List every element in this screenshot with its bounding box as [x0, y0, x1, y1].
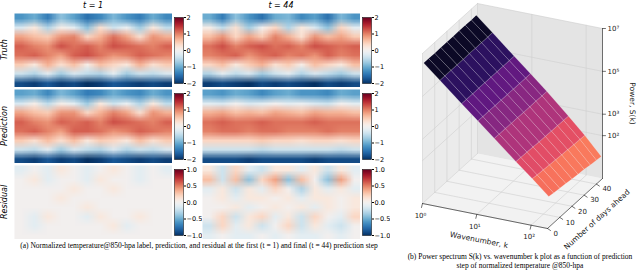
- svg-text:0.0: 0.0: [187, 199, 197, 207]
- svg-text:2: 2: [375, 90, 379, 98]
- svg-text:−2: −2: [375, 80, 385, 87]
- html-text:t = 1: t = 1: [83, 1, 103, 10]
- svg-text:2: 2: [375, 14, 379, 22]
- svg-text:0: 0: [375, 47, 379, 55]
- svg-text:−1: −1: [187, 63, 197, 71]
- svg-text:0: 0: [187, 47, 191, 55]
- svg-text:−1.0: −1.0: [375, 232, 391, 239]
- svg-text:10²: 10²: [523, 233, 535, 241]
- svg-text:−2: −2: [187, 156, 197, 163]
- html-text:(a) Normalized temperature@850: (a) Normalized temperature@850-hpa label…: [20, 241, 378, 250]
- svg-text:Wavenumber, k: Wavenumber, k: [449, 230, 509, 250]
- html-text:(b) Power spectrum S(k) vs. wa: (b) Power spectrum S(k) vs. wavenumber k…: [407, 252, 633, 270]
- svg-text:10⁰: 10⁰: [415, 212, 427, 220]
- svg-text:10³: 10³: [608, 110, 620, 118]
- svg-text:0: 0: [375, 123, 379, 131]
- svg-text:10: 10: [566, 219, 575, 227]
- svg-text:0: 0: [187, 123, 191, 131]
- svg-text:0: 0: [554, 230, 558, 238]
- html-text:Truth: Truth: [0, 39, 9, 61]
- svg-text:−1.0: −1.0: [187, 232, 203, 239]
- svg-text:−0.5: −0.5: [375, 215, 391, 223]
- svg-text:1.0: 1.0: [187, 166, 197, 174]
- svg-text:0.5: 0.5: [375, 182, 385, 190]
- svg-text:10⁷: 10⁷: [608, 25, 620, 33]
- html-text:Residual: Residual: [0, 184, 9, 220]
- svg-text:−1: −1: [187, 139, 197, 147]
- svg-text:−1: −1: [375, 63, 385, 71]
- svg-text:Number of days ahead: Number of days ahead: [562, 187, 632, 251]
- svg-text:30: 30: [590, 196, 599, 204]
- svg-text:10²: 10²: [608, 132, 620, 140]
- svg-text:0.5: 0.5: [187, 182, 197, 190]
- html-text:t = 44: t = 44: [268, 1, 294, 10]
- svg-text:−1: −1: [375, 139, 385, 147]
- svg-text:1.0: 1.0: [375, 166, 385, 174]
- svg-text:−2: −2: [187, 80, 197, 87]
- svg-text:1: 1: [375, 106, 379, 114]
- svg-text:40: 40: [602, 185, 611, 193]
- svg-text:1: 1: [375, 30, 379, 38]
- svg-text:0.0: 0.0: [375, 199, 385, 207]
- svg-text:2: 2: [187, 14, 191, 22]
- svg-text:1: 1: [187, 30, 191, 38]
- svg-text:1: 1: [187, 106, 191, 114]
- svg-text:10¹: 10¹: [469, 223, 481, 231]
- svg-text:10⁵: 10⁵: [608, 68, 620, 76]
- svg-text:−0.5: −0.5: [187, 215, 203, 223]
- svg-text:2: 2: [187, 90, 191, 98]
- svg-text:Power, S(k): Power, S(k): [628, 82, 637, 124]
- html-text:Prediction: Prediction: [0, 106, 9, 146]
- svg-text:20: 20: [578, 208, 587, 216]
- svg-text:−2: −2: [375, 156, 385, 163]
